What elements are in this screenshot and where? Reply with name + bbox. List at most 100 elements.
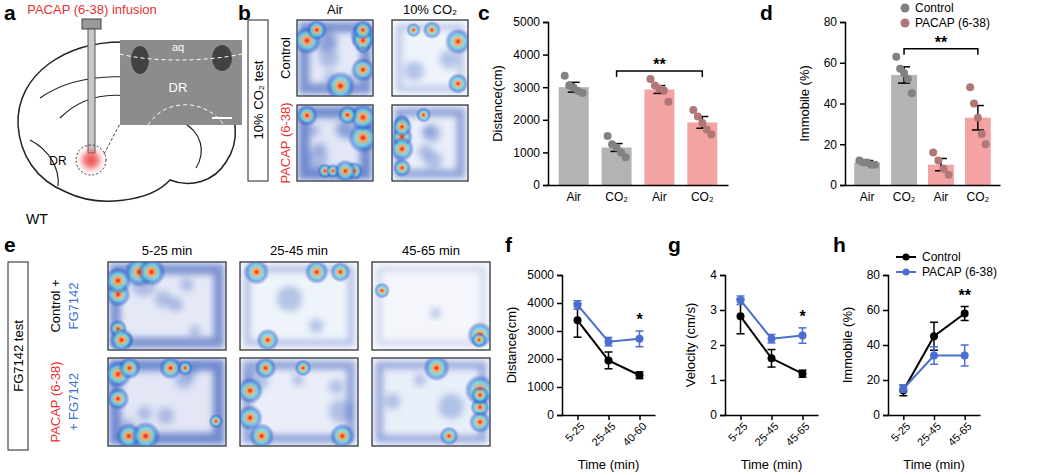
heat-spot	[304, 262, 328, 284]
y-axis-title: Immobile (%)	[840, 307, 855, 384]
error-bar-cap	[961, 344, 969, 346]
axis-line	[840, 23, 846, 186]
tick-label: 0	[710, 408, 717, 422]
y-axis-title: Distance(cm)	[504, 307, 519, 384]
genotype-label: WT	[26, 211, 48, 227]
activity-trace	[329, 399, 353, 423]
tick-label: 2000	[513, 113, 540, 127]
plot-area	[574, 301, 644, 379]
error-bar-cap	[899, 395, 907, 397]
activity-trace	[329, 379, 344, 394]
plot-area	[737, 296, 807, 378]
y-axis-title: Distance(cm)	[490, 65, 505, 142]
tick-mark	[720, 380, 725, 382]
bar	[687, 122, 717, 185]
tick-label: 4000	[527, 296, 554, 310]
tick-mark	[840, 144, 845, 146]
error-bar	[899, 385, 907, 392]
heat-spot	[240, 377, 264, 404]
bar	[891, 75, 917, 185]
tick-label: 25-45	[589, 420, 617, 448]
data-point	[605, 338, 613, 346]
column-label: 45-65 min	[402, 243, 460, 258]
data-point	[574, 301, 582, 309]
error-bar	[961, 345, 969, 366]
series-line	[903, 314, 964, 391]
y-axis: 020406080	[824, 15, 846, 192]
data-point	[970, 100, 978, 108]
legend-entry: Control	[922, 250, 961, 264]
heatmap-density	[379, 358, 490, 446]
heat-spot	[423, 358, 450, 382]
panel-title: PACAP (6-38) infusion	[27, 2, 157, 17]
tick-label: 3	[710, 303, 717, 317]
activity-trace	[430, 308, 441, 319]
heat-spot	[439, 426, 459, 446]
bar	[644, 89, 674, 185]
tick-mark	[883, 380, 888, 382]
panel-label: g	[668, 233, 681, 256]
tick-mark	[557, 331, 562, 333]
error-bar	[961, 307, 969, 321]
data-point	[737, 312, 745, 320]
tick-label: 4	[710, 268, 717, 282]
activity-trace	[423, 124, 441, 142]
error-bar	[899, 385, 907, 396]
heatmap	[104, 356, 226, 451]
panel-label: c	[478, 1, 490, 24]
tick-mark	[543, 152, 548, 154]
data-point	[660, 86, 668, 94]
tick-mark	[883, 345, 888, 347]
activity-trace	[137, 406, 151, 420]
tick-mark	[720, 345, 725, 347]
tick: 80	[824, 15, 845, 29]
figure: aPACAP (6-38) infusionDRWTaqDRb10% CO₂ t…	[0, 0, 1050, 475]
error-bar-cap	[636, 330, 644, 332]
tick-mark	[557, 387, 562, 389]
bar	[602, 148, 632, 185]
activity-trace	[384, 393, 400, 409]
heatmap	[372, 354, 496, 446]
tick: 60	[867, 303, 888, 317]
row-label: PACAP (6-38)	[48, 361, 63, 442]
data-point	[636, 371, 644, 379]
heat-spot	[464, 374, 490, 406]
x-axis: AirCO₂AirCO₂	[549, 185, 729, 204]
data-point	[579, 89, 587, 97]
tick: 20	[867, 373, 888, 387]
tick-label: 5000	[527, 268, 554, 282]
y-axis: 010002000300040005000	[513, 15, 548, 192]
heat-spot	[469, 411, 490, 434]
error-bar	[605, 337, 613, 345]
axis-line	[720, 276, 726, 416]
heatmap-density	[240, 358, 355, 446]
error-bar	[799, 328, 807, 343]
histology-inset	[120, 40, 242, 125]
tick-label: 0	[533, 178, 540, 192]
panel-label: f	[505, 233, 513, 256]
heat-spot	[243, 262, 269, 285]
error-bar	[605, 352, 613, 369]
tick-mark	[883, 415, 888, 417]
column-label: 25-45 min	[270, 243, 328, 258]
tick-label: 5-25	[563, 420, 587, 444]
data-point	[871, 161, 879, 169]
error-bar	[574, 301, 582, 309]
tick: 5000	[527, 268, 562, 282]
data-point	[930, 352, 938, 360]
y-axis-title: Velocity (cm/s)	[683, 303, 698, 388]
heat-spot	[423, 21, 441, 39]
error-bar-cap	[768, 349, 776, 351]
tick: 20	[824, 138, 845, 152]
tick: 25-45	[915, 415, 943, 448]
data-point	[934, 157, 942, 165]
tick-label: Air	[566, 190, 581, 204]
legend: ControlPACAP (6-38)	[896, 250, 997, 279]
plot-area	[899, 307, 968, 396]
y-axis: 01234	[710, 268, 725, 422]
activity-trace	[308, 125, 320, 137]
tick-label: 5-25	[888, 420, 912, 444]
heatmap-density	[399, 21, 468, 94]
error-bar-cap	[961, 320, 969, 322]
data-point	[961, 310, 969, 318]
